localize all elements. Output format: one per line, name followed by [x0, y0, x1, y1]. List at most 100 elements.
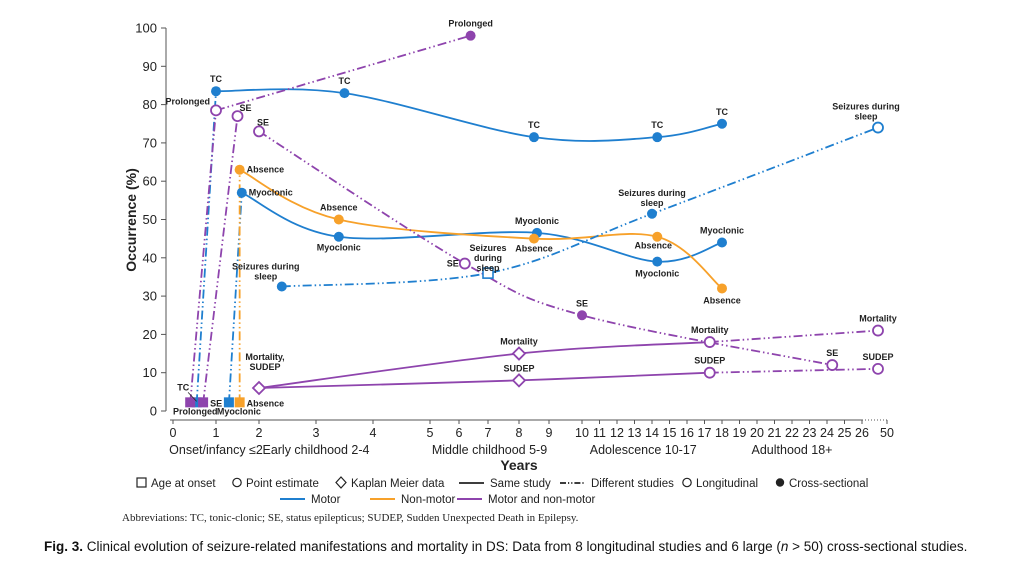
x-tick-label: 23: [803, 426, 817, 440]
legend-square-icon: [136, 477, 147, 488]
y-tick-label: 10: [143, 365, 157, 380]
data-label: SUDEP: [862, 352, 893, 362]
y-axis-title: Occurrence (%): [123, 168, 139, 271]
data-label: TC: [651, 120, 663, 130]
cross-sectional-point-marker: [465, 30, 476, 41]
longitudinal-point-marker: [872, 362, 884, 375]
caption-italic: n: [780, 539, 789, 554]
cross-sectional-point-marker: [276, 281, 287, 292]
longitudinal-point-marker: [253, 125, 265, 138]
y-tick-label: 70: [143, 135, 157, 150]
data-label: Seizures: [469, 243, 506, 253]
cross-sectional-point-marker: [647, 208, 657, 219]
data-label: during: [474, 253, 502, 263]
prolonged-onset-connector: [189, 110, 217, 404]
data-label: Mortality,: [245, 352, 284, 362]
data-label: Myoclonic: [635, 269, 679, 279]
y-tick-label: 0: [150, 404, 157, 419]
data-label: SUDEP: [694, 356, 725, 366]
data-label: Myoclonic: [317, 243, 361, 253]
cross-sectional-point-marker: [652, 231, 663, 242]
data-label: SE: [576, 298, 588, 308]
kaplan-meier-marker: [251, 380, 267, 396]
data-label: Prolonged: [448, 19, 493, 29]
y-tick-label: 50: [143, 212, 157, 227]
legend-diamond-icon: [335, 476, 347, 489]
data-label: Absence: [703, 295, 741, 305]
x-axis-title: Years: [500, 457, 538, 473]
data-label: sleep: [476, 263, 500, 273]
onset-label-myoclonic: Myoclonic: [217, 406, 261, 416]
data-label: TC: [339, 76, 351, 86]
cross-sectional-point-marker: [333, 214, 344, 225]
cross-sectional-point-marker: [339, 88, 350, 99]
absence-line: [239, 168, 723, 290]
y-tick-label: 100: [135, 21, 157, 36]
longitudinal-point-marker: [703, 336, 716, 348]
x-tick-label: 22: [785, 426, 799, 440]
data-label: Seizures during: [232, 262, 300, 272]
legend-longitudinal-icon: [682, 477, 692, 488]
x-tick-label: 17: [698, 426, 712, 440]
y-tick-label: 60: [143, 174, 157, 189]
x-tick-label: 15: [663, 426, 677, 440]
cross-sectional-point-marker: [717, 118, 727, 129]
data-label: Absence: [634, 241, 672, 251]
data-label: Myoclonic: [249, 188, 293, 198]
tc-onset-connector: [195, 91, 217, 404]
legend-label: Motor and non-motor: [488, 494, 596, 505]
x-tick-label: 0: [170, 426, 177, 440]
longitudinal-point-marker: [231, 110, 244, 122]
x-tick-label: 7: [485, 426, 492, 440]
legend-label: Point estimate: [246, 478, 319, 490]
y-tick-label: 20: [143, 327, 157, 342]
data-label: SE: [257, 117, 269, 127]
longitudinal-point-marker: [872, 121, 884, 134]
data-label: TC: [210, 74, 222, 84]
age-group-label: Adolescence 10-17: [590, 443, 697, 457]
legend-label: Motor: [311, 494, 341, 505]
legend-label: Different studies: [591, 478, 674, 490]
onset-label-prolonged: Prolonged: [173, 406, 218, 416]
x-tick-label: 20: [750, 426, 764, 440]
cross-sectional-point-marker: [333, 231, 344, 242]
longitudinal-point-marker: [210, 104, 222, 117]
x-tick-label: 13: [628, 426, 642, 440]
onset-label-tc: TC: [177, 382, 189, 392]
kaplan-meier-marker: [511, 373, 527, 388]
cross-sectional-point-marker: [717, 283, 727, 294]
figure-label: Fig. 3.: [44, 539, 84, 554]
x-tick-label: 5: [427, 426, 434, 440]
se-line: [258, 130, 833, 366]
age-at-onset-open-marker: [482, 267, 494, 279]
legend-label: Longitudinal: [696, 478, 758, 490]
data-label: Seizures during: [832, 102, 900, 112]
x-tick-label: 16: [680, 426, 694, 440]
cross-sectional-point-marker: [717, 237, 727, 248]
cross-sectional-point-marker: [529, 132, 539, 143]
x-tick-label: 6: [456, 426, 463, 440]
data-label: Myoclonic: [700, 225, 744, 235]
longitudinal-point-marker: [872, 324, 884, 337]
x-tick-label: 18: [715, 426, 729, 440]
x-tick-label: 14: [645, 426, 659, 440]
data-label: Mortality: [691, 325, 729, 335]
x-tick-label: 21: [768, 426, 782, 440]
tc-leader-line: [187, 392, 197, 402]
mortality-line-dashed: [709, 329, 879, 343]
cross-sectional-point-marker: [211, 86, 221, 97]
data-label: TC: [528, 120, 540, 130]
cross-sectional-point-marker: [234, 164, 245, 175]
age-group-label: Adulthood 18+: [752, 443, 833, 457]
legend-cross-sectional-icon: [775, 478, 785, 487]
x-tick-label: 25: [838, 426, 852, 440]
legend-label: Same study: [490, 478, 551, 490]
kaplan-meier-marker: [511, 346, 527, 361]
legend-label: Non-motor: [401, 494, 455, 505]
data-label: SUDEP: [249, 362, 280, 372]
y-tick-label: 30: [143, 289, 157, 304]
cross-sectional-point-marker: [652, 256, 663, 267]
cross-sectional-point-marker: [529, 233, 539, 244]
figure-caption: Fig. 3. Clinical evolution of seizure-re…: [44, 539, 967, 554]
x-tick-label: 26: [855, 426, 869, 440]
